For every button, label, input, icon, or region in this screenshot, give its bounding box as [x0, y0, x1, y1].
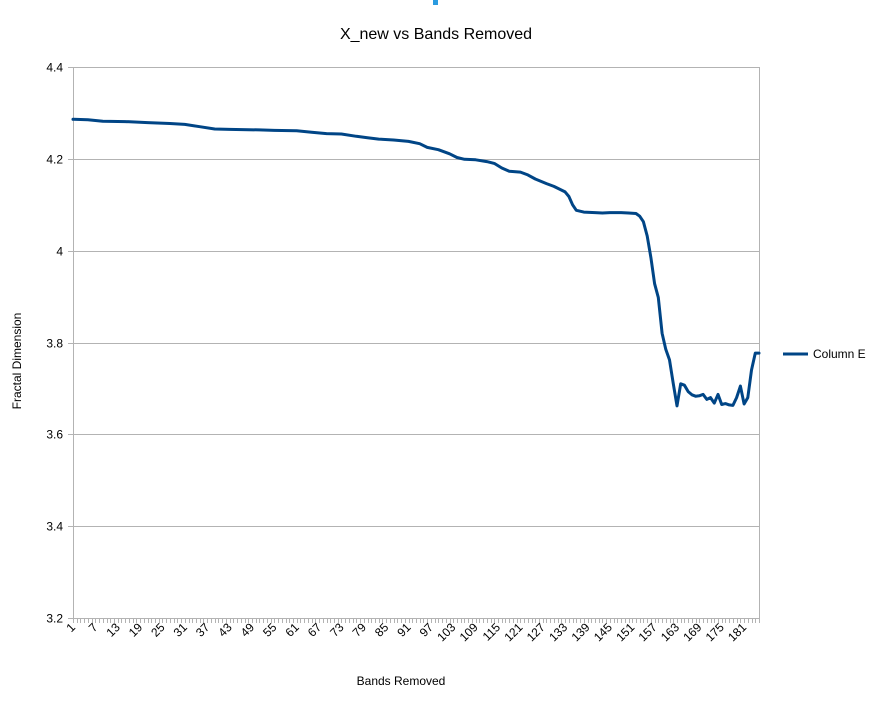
x-axis-title: Bands Removed	[357, 674, 446, 688]
x-tick-label: 49	[238, 620, 258, 640]
y-tick-label: 3.8	[46, 337, 63, 351]
x-tick-label: 169	[680, 620, 704, 644]
x-tick-label: 7	[86, 620, 101, 635]
x-tick-label: 127	[524, 620, 548, 644]
x-tick-label: 1	[63, 620, 78, 635]
y-tick-label: 4.2	[46, 153, 63, 167]
axes	[73, 67, 760, 619]
x-tick-label: 61	[282, 620, 302, 640]
gridlines	[68, 67, 759, 619]
x-tick-label: 103	[434, 620, 458, 644]
x-tick-label: 145	[591, 620, 615, 644]
x-tick-label: 79	[350, 620, 370, 640]
y-tick-label: 4	[56, 245, 63, 259]
legend: Column E	[783, 347, 866, 361]
y-tick-label: 3.2	[46, 612, 63, 626]
x-tick-label: 157	[636, 620, 660, 644]
x-tick-label: 31	[171, 620, 191, 640]
x-tick-label: 139	[569, 620, 593, 644]
x-tick-label: 163	[658, 620, 682, 644]
x-tick-label: 97	[417, 620, 437, 640]
legend-label-column-e: Column E	[813, 347, 866, 361]
x-tick-label: 85	[372, 620, 392, 640]
x-tick-label: 19	[126, 620, 146, 640]
series-line-column-e	[71, 117, 761, 408]
x-tick-label: 115	[480, 620, 504, 644]
x-tick-label: 133	[546, 620, 570, 644]
y-tick-label: 3.4	[46, 520, 63, 534]
y-axis-title: Fractal Dimension	[10, 313, 24, 410]
x-tick-label: 121	[501, 620, 525, 644]
x-tick-label: 13	[104, 620, 124, 640]
y-tick-label: 4.4	[46, 61, 63, 75]
x-tick-label: 175	[703, 620, 727, 644]
x-tick-label: 109	[457, 620, 481, 644]
y-axis-tick-labels: 3.2 3.4 3.6 3.8 4 4.2 4.4	[46, 61, 63, 626]
chart-title: X_new vs Bands Removed	[340, 26, 532, 43]
x-tick-label: 151	[613, 620, 637, 644]
y-tick-label: 3.6	[46, 428, 63, 442]
x-tick-label: 37	[193, 620, 213, 640]
x-tick-label: 67	[305, 620, 325, 640]
x-axis-ticks: 1 7 13 19 25 31 37 43 49 55 61 67 73 79 85 91 9710310911…	[63, 618, 760, 644]
x-tick-label: 181	[725, 620, 749, 644]
top-marker	[433, 0, 438, 5]
